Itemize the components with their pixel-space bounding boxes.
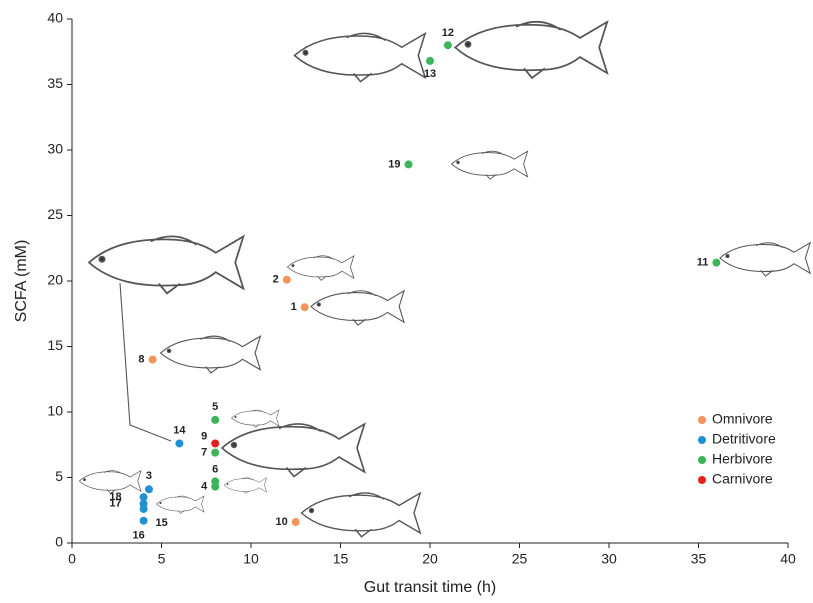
point bbox=[443, 41, 452, 50]
point bbox=[291, 518, 300, 527]
x-tick-label: 40 bbox=[780, 551, 796, 567]
point-label: 18 bbox=[109, 491, 121, 503]
legend-label: Herbivore bbox=[712, 451, 773, 467]
point-label: 1 bbox=[291, 301, 297, 313]
point bbox=[148, 355, 157, 364]
point bbox=[139, 499, 148, 508]
legend-marker bbox=[698, 456, 706, 464]
point-label: 9 bbox=[201, 430, 207, 442]
legend-label: Carnivore bbox=[712, 471, 773, 487]
point-label: 4 bbox=[201, 481, 208, 493]
fish-illustrations bbox=[78, 20, 811, 538]
x-tick-label: 0 bbox=[68, 551, 76, 567]
y-tick-label: 35 bbox=[47, 75, 63, 91]
point-label: 3 bbox=[146, 470, 152, 482]
x-tick-label: 35 bbox=[691, 551, 707, 567]
x-tick-label: 20 bbox=[422, 551, 438, 567]
point-label: 7 bbox=[201, 447, 207, 459]
y-tick-label: 25 bbox=[47, 206, 63, 222]
point-label: 16 bbox=[132, 530, 144, 542]
x-tick-label: 25 bbox=[512, 551, 528, 567]
point-label: 14 bbox=[173, 424, 186, 436]
legend-marker bbox=[698, 436, 706, 444]
point bbox=[211, 439, 220, 448]
x-tick-label: 10 bbox=[243, 551, 259, 567]
point-label: 15 bbox=[155, 517, 167, 529]
point bbox=[404, 160, 413, 169]
y-tick-label: 5 bbox=[55, 468, 63, 484]
point-label: 13 bbox=[424, 68, 436, 80]
legend-label: Omnivore bbox=[712, 411, 773, 427]
x-tick-label: 30 bbox=[601, 551, 617, 567]
y-tick-label: 20 bbox=[47, 272, 63, 288]
point bbox=[144, 485, 153, 494]
point bbox=[211, 448, 220, 457]
point-label: 11 bbox=[697, 257, 709, 269]
point bbox=[426, 56, 434, 65]
y-tick-label: 40 bbox=[47, 10, 63, 26]
point bbox=[211, 415, 220, 424]
point bbox=[282, 275, 291, 284]
point-label: 19 bbox=[388, 158, 400, 170]
x-axis-label: Gut transit time (h) bbox=[364, 579, 496, 596]
legend-label: Detritivore bbox=[712, 431, 776, 447]
point bbox=[300, 303, 309, 312]
legend-marker bbox=[698, 476, 706, 484]
point bbox=[139, 493, 148, 502]
point-label: 6 bbox=[212, 463, 218, 475]
point bbox=[211, 477, 220, 486]
x-tick-label: 5 bbox=[158, 551, 166, 567]
point-label: 17 bbox=[109, 498, 121, 510]
point-label: 2 bbox=[273, 274, 279, 286]
point-label: 12 bbox=[442, 27, 454, 39]
y-axis-label: SCFA (mM) bbox=[13, 240, 30, 323]
y-tick-label: 0 bbox=[55, 534, 63, 550]
y-tick-label: 10 bbox=[47, 403, 63, 419]
x-tick-label: 15 bbox=[333, 551, 349, 567]
point bbox=[139, 516, 148, 525]
point bbox=[712, 258, 721, 267]
legend-marker bbox=[698, 416, 706, 424]
y-tick-label: 15 bbox=[47, 337, 63, 353]
point-label: 5 bbox=[212, 401, 218, 413]
point bbox=[175, 439, 184, 448]
y-tick-label: 30 bbox=[47, 141, 63, 157]
point-label: 8 bbox=[138, 354, 144, 366]
point-label: 10 bbox=[276, 516, 288, 528]
